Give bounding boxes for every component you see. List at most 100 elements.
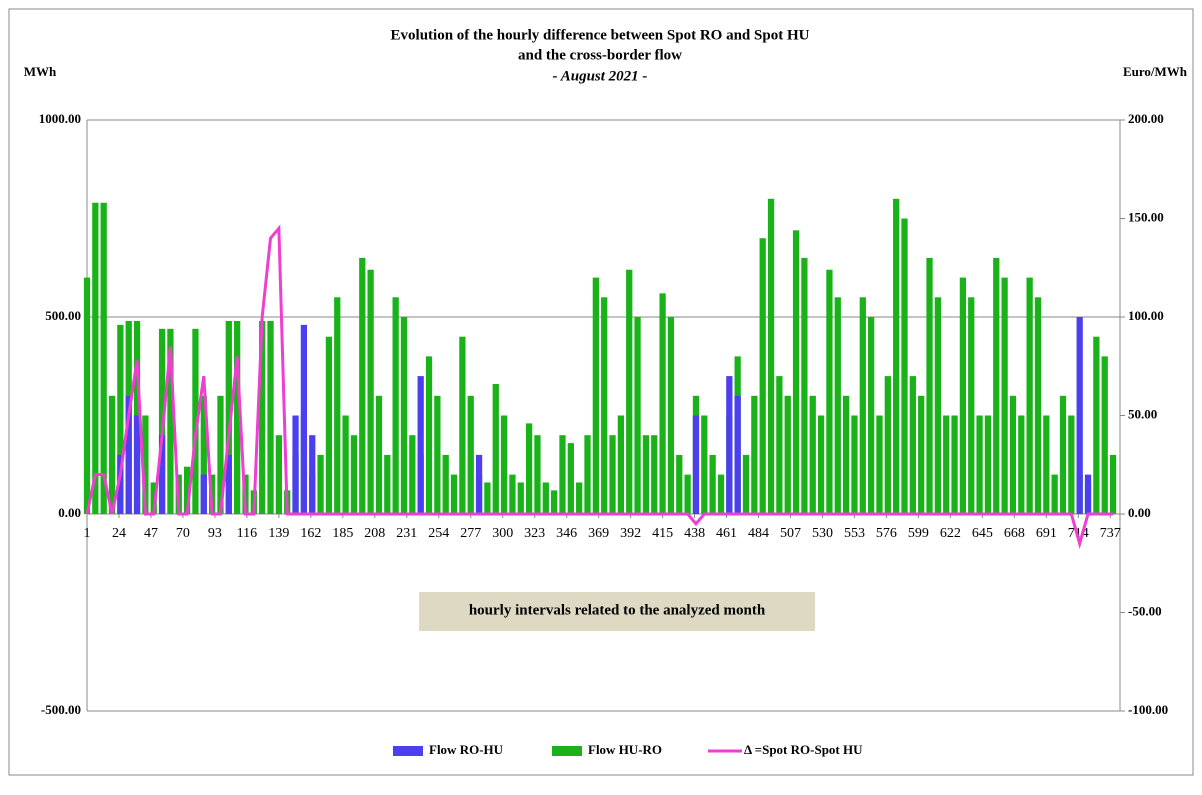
bar bbox=[684, 474, 691, 514]
bar bbox=[626, 269, 633, 514]
bar bbox=[133, 415, 141, 514]
bar bbox=[809, 395, 816, 514]
bar bbox=[634, 317, 641, 514]
bar bbox=[525, 423, 533, 514]
bar bbox=[100, 202, 107, 515]
legend-swatch bbox=[552, 746, 582, 756]
bar bbox=[475, 454, 483, 514]
bar bbox=[592, 277, 599, 514]
x-tick-label: 484 bbox=[748, 526, 769, 541]
legend-label: Δ =Spot RO-Spot HU bbox=[744, 742, 863, 757]
bar bbox=[943, 415, 950, 514]
x-tick-label: 346 bbox=[556, 526, 577, 541]
y-tick-label: 500.00 bbox=[45, 308, 81, 323]
bar bbox=[551, 490, 558, 514]
x-tick-label: 231 bbox=[396, 526, 417, 541]
bar bbox=[692, 415, 700, 514]
x-tick-label: 1 bbox=[84, 526, 91, 541]
bar bbox=[1101, 356, 1108, 514]
bar bbox=[500, 415, 508, 514]
bar bbox=[901, 218, 908, 514]
bar bbox=[450, 474, 458, 514]
bar bbox=[1034, 297, 1042, 514]
bar bbox=[742, 454, 750, 514]
bar bbox=[951, 415, 958, 514]
bar bbox=[584, 435, 591, 514]
bar bbox=[884, 376, 891, 514]
bar bbox=[359, 257, 366, 514]
bar bbox=[926, 257, 933, 514]
x-tick-label: 300 bbox=[492, 526, 513, 541]
chart-subtitle: and the cross-border flow bbox=[518, 47, 682, 63]
bar bbox=[150, 482, 157, 514]
bar bbox=[893, 198, 900, 515]
chart-period: - August 2021 - bbox=[553, 68, 648, 84]
chart-title: Evolution of the hourly difference betwe… bbox=[391, 27, 810, 43]
bar bbox=[1051, 474, 1058, 514]
bar bbox=[767, 198, 775, 515]
bar bbox=[350, 435, 358, 514]
bar bbox=[384, 454, 391, 514]
bar bbox=[367, 269, 374, 514]
bar bbox=[1026, 277, 1033, 514]
x-tick-label: 645 bbox=[972, 526, 993, 541]
x-tick-label: 116 bbox=[237, 526, 257, 541]
bar bbox=[826, 269, 833, 514]
bar bbox=[259, 320, 266, 514]
x-tick-label: 47 bbox=[144, 526, 158, 541]
bar bbox=[701, 415, 708, 514]
bar bbox=[467, 395, 474, 514]
bar bbox=[509, 474, 516, 514]
y2-tick-label: 200.00 bbox=[1128, 111, 1164, 126]
bar bbox=[642, 435, 650, 514]
bar bbox=[392, 297, 399, 514]
bar bbox=[601, 297, 608, 514]
bar bbox=[667, 317, 675, 514]
x-tick-label: 392 bbox=[620, 526, 641, 541]
bar bbox=[734, 395, 741, 514]
y2-tick-label: 150.00 bbox=[1128, 209, 1164, 224]
y2-tick-label: -100.00 bbox=[1128, 702, 1168, 717]
bar bbox=[959, 277, 967, 514]
bar bbox=[234, 320, 241, 514]
bar bbox=[484, 482, 491, 514]
bar bbox=[542, 482, 549, 514]
bar bbox=[425, 356, 433, 514]
bar bbox=[142, 415, 149, 514]
bar bbox=[117, 324, 124, 514]
x-tick-label: 737 bbox=[1100, 526, 1121, 541]
bar bbox=[1109, 454, 1117, 514]
bar bbox=[417, 376, 424, 514]
bar bbox=[759, 238, 766, 514]
bar bbox=[442, 454, 449, 514]
bar bbox=[225, 320, 232, 514]
legend-label: Flow HU-RO bbox=[588, 742, 662, 757]
x-tick-label: 277 bbox=[460, 526, 481, 541]
annotation-box bbox=[419, 592, 815, 631]
y-axis-label: MWh bbox=[24, 64, 57, 79]
bar bbox=[200, 474, 207, 514]
bar bbox=[400, 317, 408, 514]
bar bbox=[651, 435, 658, 514]
bar bbox=[300, 324, 308, 514]
y2-tick-label: -50.00 bbox=[1128, 603, 1162, 618]
x-tick-label: 668 bbox=[1004, 526, 1025, 541]
bar bbox=[534, 435, 541, 514]
bar bbox=[492, 383, 499, 514]
x-tick-label: 507 bbox=[780, 526, 801, 541]
x-tick-label: 553 bbox=[844, 526, 865, 541]
x-tick-label: 24 bbox=[112, 526, 126, 541]
line bbox=[85, 224, 1114, 550]
y-tick-label: 0.00 bbox=[58, 505, 81, 520]
bar bbox=[859, 297, 866, 514]
x-tick-label: 622 bbox=[940, 526, 961, 541]
bar bbox=[609, 435, 616, 514]
bar bbox=[217, 395, 224, 514]
bar bbox=[225, 454, 232, 514]
bar bbox=[842, 395, 850, 514]
bar bbox=[192, 328, 199, 514]
bar bbox=[968, 297, 975, 514]
bar bbox=[409, 435, 416, 514]
bar bbox=[1084, 474, 1092, 514]
